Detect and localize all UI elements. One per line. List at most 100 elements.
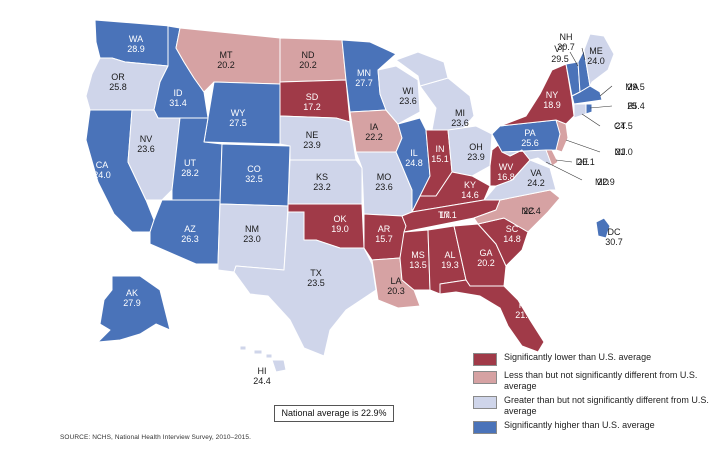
- legend-label: Significantly lower than U.S. average: [504, 352, 652, 362]
- state-label-ny-value: 18.9: [543, 100, 561, 110]
- state-label-ak-value: 27.9: [123, 298, 141, 308]
- state-label-ok-value: 19.0: [331, 224, 349, 234]
- state-shape-nc: [473, 189, 561, 233]
- state-label-md-value: 22.9: [597, 177, 615, 187]
- legend-swatch-sig-higher: [473, 421, 497, 434]
- state-label-pa-value: 25.6: [521, 138, 539, 148]
- state-label-co-abbr: CO: [247, 164, 261, 174]
- state-label-sd-abbr: SD: [306, 92, 319, 102]
- state-label-ks-value: 23.2: [313, 182, 331, 192]
- state-label-va-abbr: VA: [530, 168, 541, 178]
- state-label-ms-value: 13.5: [409, 260, 427, 270]
- state-label-vt-abbr: VT: [554, 44, 566, 54]
- state-label-tn-abbr: TN: [438, 210, 450, 220]
- state-label-ca-abbr: CA: [96, 160, 109, 170]
- state-label-ar-value: 15.7: [375, 234, 393, 244]
- state-label-ma-abbr: MA: [625, 82, 639, 92]
- state-shape-fl: [439, 279, 545, 353]
- state-label-nh-abbr: NH: [560, 32, 573, 42]
- state-label-tx-abbr: TX: [310, 268, 322, 278]
- state-label-hi-value: 24.4: [253, 376, 271, 386]
- state-label-ga-value: 20.2: [477, 258, 495, 268]
- national-average-box: National average is 22.9%: [274, 405, 394, 422]
- state-label-wy-value: 27.5: [229, 118, 247, 128]
- state-label-de-value: 20.1: [577, 157, 595, 167]
- state-label-wa-value: 28.9: [127, 44, 145, 54]
- state-shape-me: [583, 33, 615, 87]
- state-label-co-value: 32.5: [245, 174, 263, 184]
- state-shape-dc: [595, 217, 611, 239]
- state-label-wv-value: 16.8: [497, 172, 515, 182]
- state-label-ok-abbr: OK: [333, 214, 346, 224]
- state-label-wa-abbr: WA: [129, 34, 143, 44]
- state-shape-mi: [419, 77, 475, 131]
- state-label-vt-value: 29.5: [551, 54, 569, 64]
- state-label-ak-abbr: AK: [126, 288, 138, 298]
- state-label-mt-abbr: MT: [220, 50, 233, 60]
- state-shape-hi-2: [253, 349, 263, 355]
- state-label-nj-value: 21.0: [615, 147, 633, 157]
- legend-item-greater-not-sig: Greater than but not significantly diffe…: [473, 395, 723, 416]
- state-shape-tx: [233, 211, 377, 357]
- legend-item-sig-higher: Significantly higher than U.S. average: [473, 420, 723, 434]
- state-label-ut-abbr: UT: [184, 158, 196, 168]
- state-label-ri-abbr: RI: [628, 101, 637, 111]
- state-label-nv-value: 23.6: [137, 144, 155, 154]
- state-label-az-abbr: AZ: [184, 224, 196, 234]
- state-label-il-abbr: IL: [410, 148, 418, 158]
- state-labels: WA28.9OR25.8CA24.0ID31.4NV23.6MT20.2WY27…: [93, 32, 645, 386]
- state-label-tx-value: 23.5: [307, 278, 325, 288]
- state-label-ar-abbr: AR: [378, 224, 391, 234]
- state-label-ma-value: 29.5: [627, 82, 645, 92]
- state-shape-wy: [203, 81, 281, 145]
- state-label-sd-value: 17.2: [303, 102, 321, 112]
- state-label-ne-value: 23.9: [303, 140, 321, 150]
- state-label-de-abbr: DE: [576, 157, 589, 167]
- state-label-ne-abbr: NE: [306, 130, 319, 140]
- source-note: SOURCE: NCHS, National Health Interview …: [60, 434, 252, 441]
- state-shape-ny: [499, 63, 575, 127]
- state-label-ks-abbr: KS: [316, 172, 328, 182]
- state-label-mi-abbr: MI: [455, 108, 465, 118]
- state-label-pa-abbr: PA: [524, 128, 535, 138]
- state-shape-wi: [377, 65, 421, 125]
- legend-item-less-not-sig: Less than but not significantly differen…: [473, 370, 723, 391]
- state-label-hi-abbr: HI: [258, 366, 267, 376]
- state-label-fl-abbr: FL: [519, 300, 530, 310]
- state-shape-de: [545, 149, 559, 167]
- leader-lines: [545, 47, 613, 181]
- legend: Significantly lower than U.S. average Le…: [473, 352, 723, 438]
- state-label-sc-value: 14.8: [503, 234, 521, 244]
- state-label-mt-value: 20.2: [217, 60, 235, 70]
- state-label-ky-value: 14.6: [461, 190, 479, 200]
- state-label-ut-value: 28.2: [181, 168, 199, 178]
- state-label-ct-value: 24.5: [615, 121, 633, 131]
- legend-label: Greater than but not significantly diffe…: [504, 395, 709, 416]
- state-label-il-value: 24.8: [405, 158, 423, 168]
- state-label-wi-abbr: WI: [403, 86, 414, 96]
- state-label-oh-value: 23.9: [467, 152, 485, 162]
- state-label-ia-value: 22.2: [365, 132, 383, 142]
- state-label-md-abbr: MD: [595, 177, 609, 187]
- state-label-or-abbr: OR: [111, 72, 125, 82]
- state-label-fl-value: 21.1: [515, 310, 533, 320]
- state-label-nc-abbr: NC: [522, 206, 535, 216]
- state-label-mn-abbr: MN: [357, 68, 371, 78]
- state-shape-ri: [585, 103, 593, 115]
- state-label-sc-abbr: SC: [506, 224, 519, 234]
- state-shape-hi-3: [265, 353, 273, 359]
- state-label-me-value: 24.0: [587, 56, 605, 66]
- state-label-nd-value: 20.2: [299, 60, 317, 70]
- state-label-ca-value: 24.0: [93, 170, 111, 180]
- legend-swatch-less-not-sig: [473, 371, 497, 384]
- state-label-tn-value: 17.1: [439, 210, 457, 220]
- state-label-mn-value: 27.7: [355, 78, 373, 88]
- legend-item-sig-lower: Significantly lower than U.S. average: [473, 352, 723, 366]
- state-label-va-value: 24.2: [527, 178, 545, 188]
- state-label-nh-value: 30.7: [557, 42, 575, 52]
- state-shape-ks: [287, 159, 363, 205]
- state-label-dc-value: 30.7: [605, 237, 623, 247]
- state-label-ky-abbr: KY: [464, 180, 476, 190]
- state-label-in-value: 15.1: [431, 154, 449, 164]
